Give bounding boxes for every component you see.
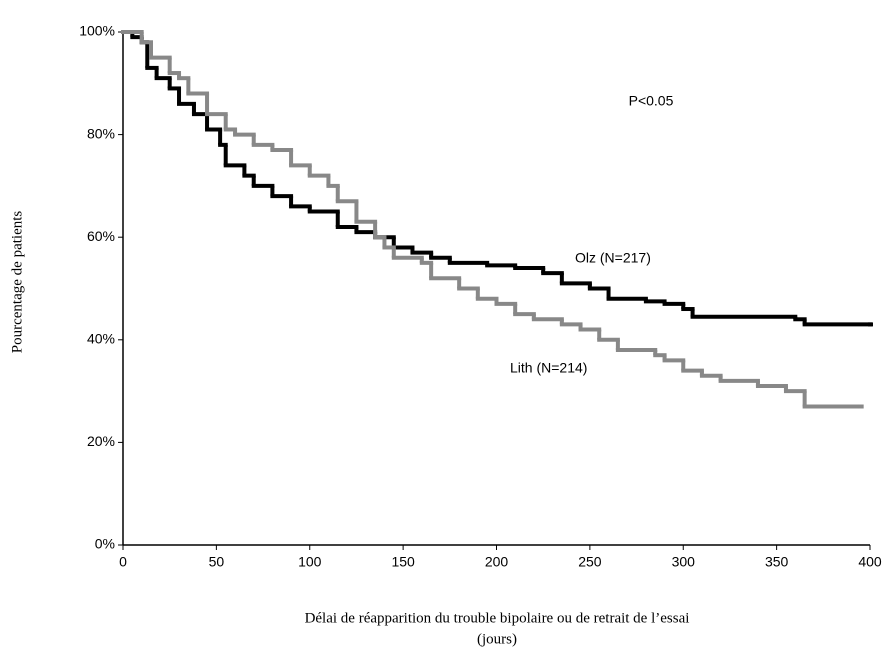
y-tick-label: 100% [79,23,115,39]
x-tick-label: 350 [765,554,789,570]
x-tick-label: 300 [672,554,696,570]
annotation: P<0.05 [629,93,674,109]
x-axis-title: Délai de réapparition du trouble bipolai… [305,610,690,626]
x-tick-label: 250 [578,554,602,570]
x-tick-label: 0 [119,554,127,570]
y-tick-label: 0% [95,536,115,552]
x-tick-label: 200 [485,554,509,570]
series-label: Olz (N=217) [575,250,651,266]
x-axis-title: (jours) [477,631,517,647]
x-tick-label: 100 [298,554,322,570]
x-tick-label: 400 [858,554,882,570]
y-axis-title: Pourcentage de patients [9,211,25,354]
y-tick-label: 80% [87,125,115,141]
y-tick-label: 40% [87,331,115,347]
x-tick-label: 150 [391,554,415,570]
series-label: Lith (N=214) [510,360,587,376]
x-tick-label: 50 [209,554,225,570]
y-tick-label: 20% [87,433,115,449]
y-tick-label: 60% [87,228,115,244]
